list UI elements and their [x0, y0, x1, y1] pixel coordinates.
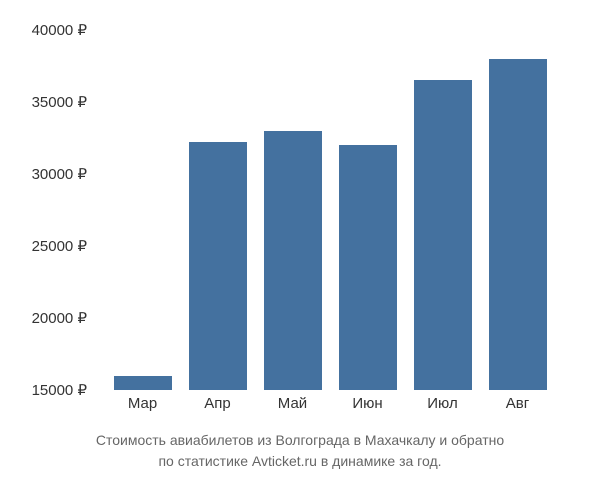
x-tick-label: Мар — [114, 395, 172, 412]
x-tick-label: Май — [264, 395, 322, 412]
bar — [339, 145, 397, 390]
chart-caption: Стоимость авиабилетов из Волгограда в Ма… — [0, 430, 600, 472]
x-tick-label: Июл — [414, 395, 472, 412]
y-tick-label: 20000 ₽ — [32, 309, 87, 327]
x-tick-label: Июн — [339, 395, 397, 412]
y-tick-label: 35000 ₽ — [32, 93, 87, 111]
y-tick-label: 40000 ₽ — [32, 21, 87, 39]
y-tick-label: 15000 ₽ — [32, 381, 87, 399]
x-tick-label: Авг — [489, 395, 547, 412]
bar — [264, 131, 322, 390]
chart-area — [100, 30, 560, 390]
bar — [189, 142, 247, 390]
caption-line-1: Стоимость авиабилетов из Волгограда в Ма… — [20, 430, 580, 451]
bar — [414, 80, 472, 390]
x-tick-label: Апр — [189, 395, 247, 412]
x-axis-labels: Мар Апр Май Июн Июл Авг — [100, 395, 560, 412]
y-tick-label: 25000 ₽ — [32, 237, 87, 255]
caption-line-2: по статистике Avticket.ru в динамике за … — [20, 451, 580, 472]
bars-container — [100, 30, 560, 390]
bar — [114, 376, 172, 390]
y-tick-label: 30000 ₽ — [32, 165, 87, 183]
bar — [489, 59, 547, 390]
y-axis: 15000 ₽20000 ₽25000 ₽30000 ₽35000 ₽40000… — [0, 30, 95, 390]
